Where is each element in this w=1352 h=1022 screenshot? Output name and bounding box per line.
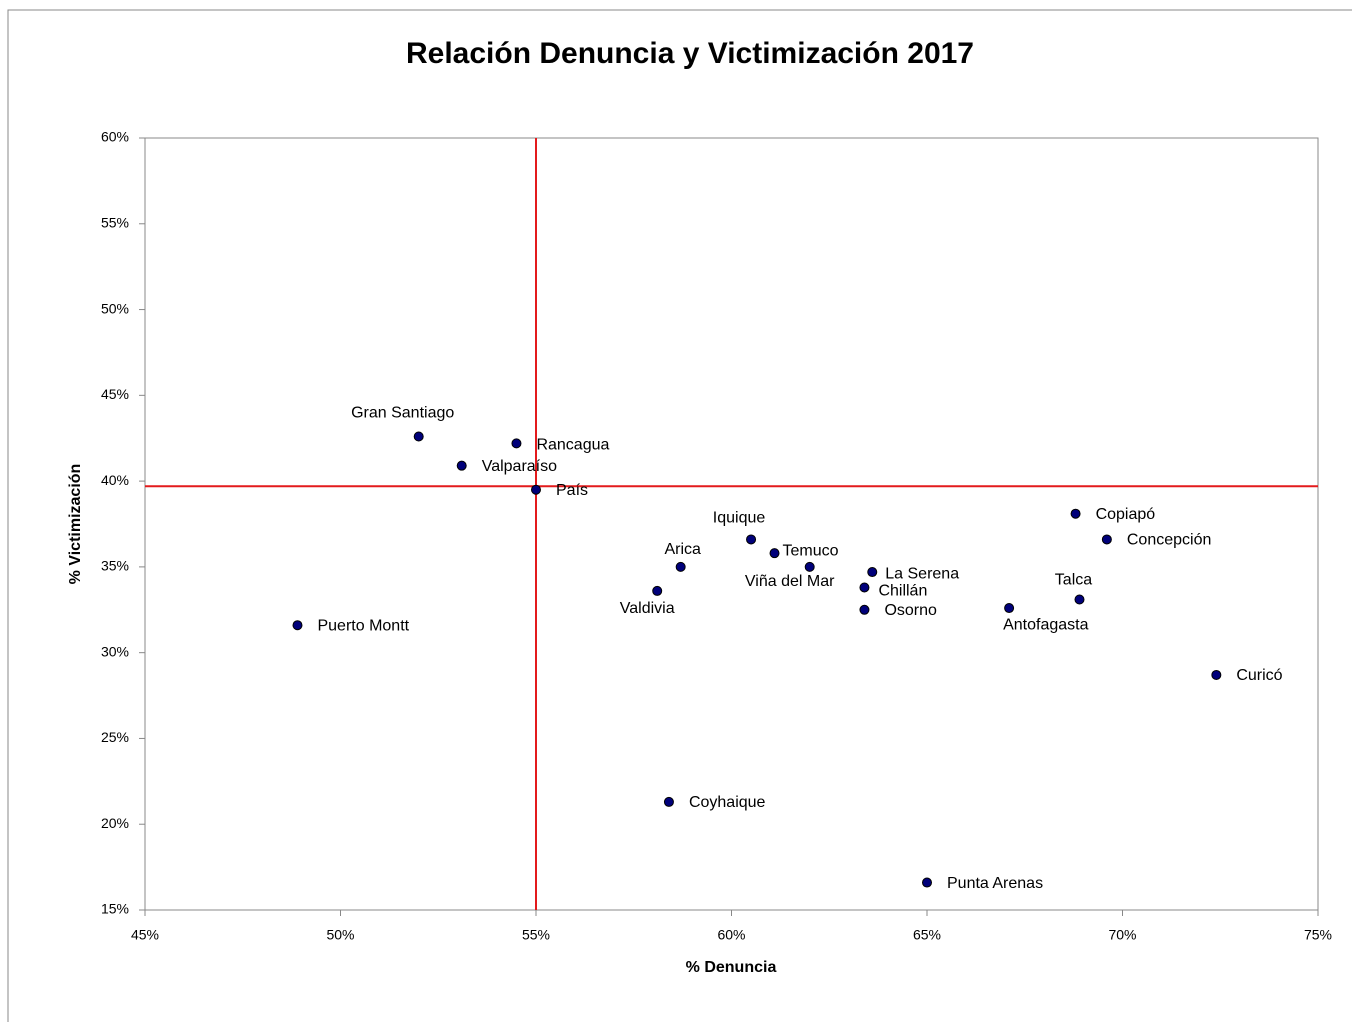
data-point — [746, 534, 757, 545]
data-point — [456, 460, 467, 471]
chart-frame — [7, 9, 1352, 1022]
point-label: Iquique — [713, 510, 766, 527]
point-label: País — [556, 482, 588, 499]
point-label: Concepción — [1127, 532, 1212, 549]
y-tick-label: 15% — [101, 901, 129, 917]
data-point — [859, 604, 870, 615]
point-label: Osorno — [884, 602, 937, 619]
point-label: Punta Arenas — [947, 875, 1043, 892]
chart-title: Relación Denuncia y Victimización 2017 — [406, 37, 974, 70]
data-point — [1101, 534, 1112, 545]
point-label: Coyhaique — [689, 794, 766, 811]
y-tick-label: 25% — [101, 729, 129, 745]
y-axis-label: % Victimización — [67, 464, 84, 585]
y-tick-label: 50% — [101, 300, 129, 316]
point-label: Valparaíso — [482, 458, 557, 475]
x-axis-label: % Denuncia — [686, 959, 777, 976]
data-point — [769, 548, 780, 559]
x-tick-label: 65% — [913, 927, 941, 943]
point-label: Curicó — [1236, 667, 1282, 684]
data-point — [859, 582, 870, 593]
data-point — [1211, 669, 1222, 680]
data-point — [1074, 594, 1085, 605]
data-point — [292, 620, 303, 631]
data-point — [1004, 603, 1015, 614]
y-tick-label: 45% — [101, 386, 129, 402]
y-tick-label: 60% — [101, 129, 129, 145]
point-label: Antofagasta — [1003, 616, 1089, 633]
y-tick-label: 55% — [101, 214, 129, 230]
data-point — [531, 484, 541, 495]
point-label: Arica — [664, 541, 701, 558]
data-point — [675, 561, 686, 572]
point-label: Gran Santiago — [351, 405, 454, 422]
data-point — [663, 796, 674, 807]
data-point — [922, 877, 932, 888]
x-tick-label: 70% — [1108, 927, 1136, 943]
data-point — [1070, 508, 1081, 519]
x-tick-label: 75% — [1304, 927, 1332, 943]
point-label: La Serena — [885, 565, 959, 582]
point-label: Rancagua — [536, 437, 609, 454]
data-point — [652, 585, 663, 596]
point-label: Puerto Montt — [317, 617, 409, 634]
data-point — [511, 438, 522, 449]
x-tick-label: 55% — [522, 927, 550, 943]
point-label: Talca — [1055, 572, 1092, 589]
point-label: Viña del Mar — [745, 573, 835, 590]
x-tick-label: 45% — [131, 927, 159, 943]
x-tick-label: 60% — [717, 927, 745, 943]
point-label: Valdivia — [620, 600, 675, 617]
data-point — [867, 567, 878, 578]
point-label: Copiapó — [1096, 506, 1156, 523]
point-label: Temuco — [783, 542, 839, 559]
data-point — [413, 431, 424, 442]
y-tick-label: 20% — [101, 815, 129, 831]
y-tick-label: 40% — [101, 472, 129, 488]
y-tick-label: 30% — [101, 643, 129, 659]
data-point — [804, 561, 815, 572]
x-tick-label: 50% — [326, 927, 354, 943]
y-tick-label: 35% — [101, 558, 129, 574]
point-label: Chillán — [878, 583, 927, 600]
